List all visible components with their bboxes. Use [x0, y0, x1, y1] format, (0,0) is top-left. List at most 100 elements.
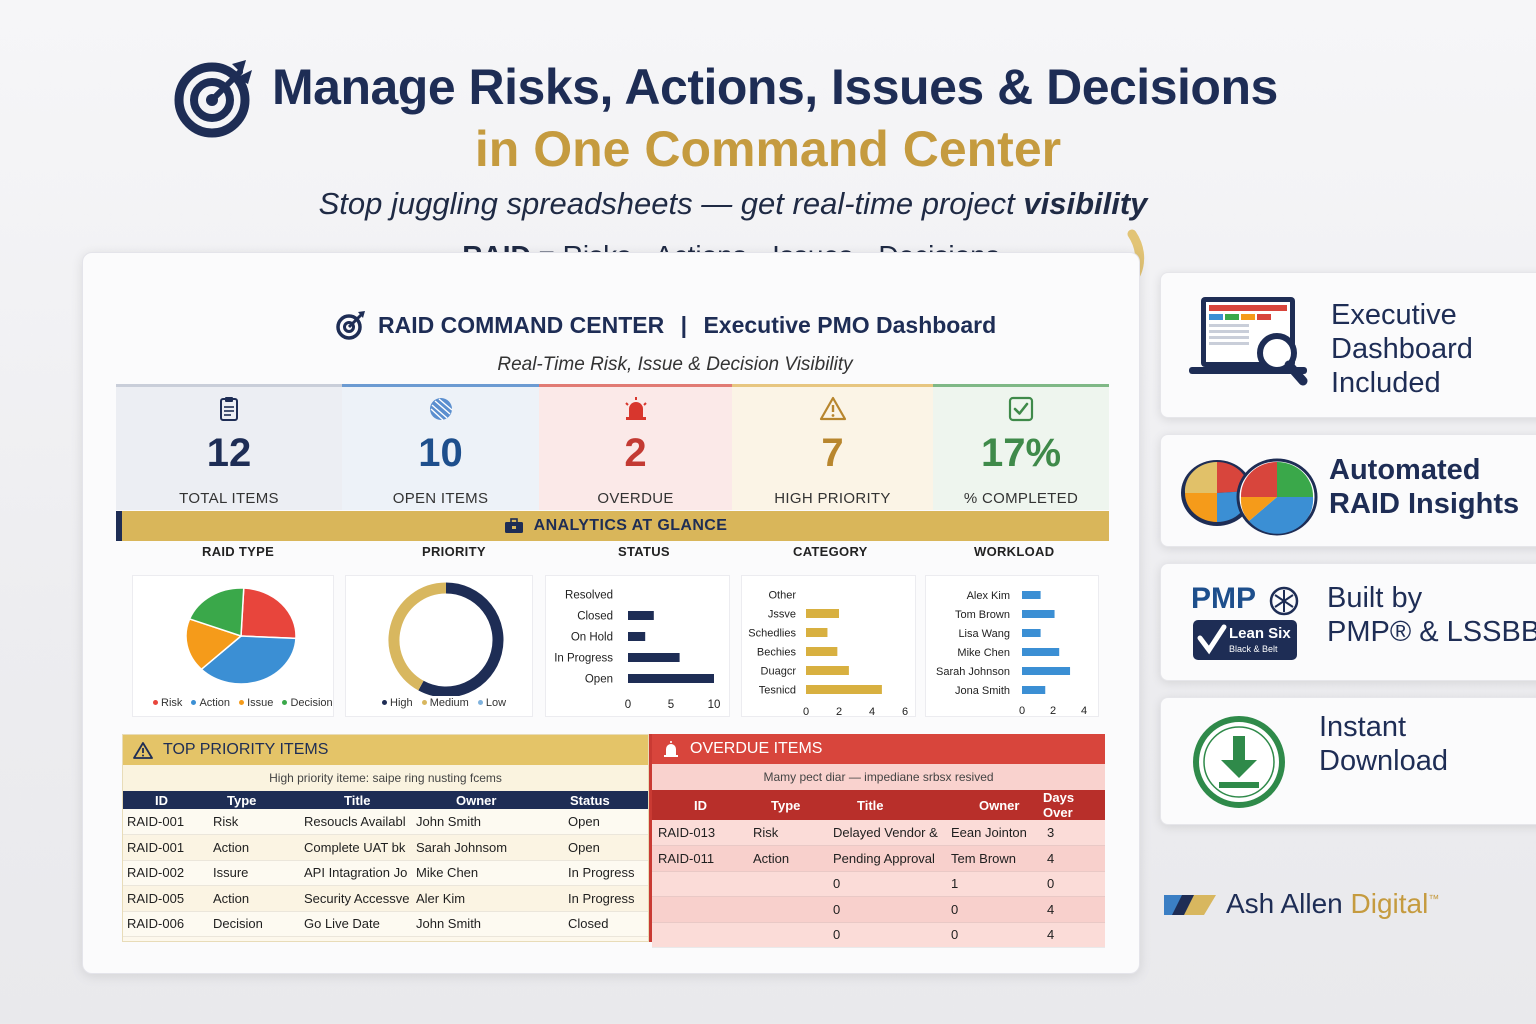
axis-tick-label: 4	[1081, 705, 1087, 717]
bar-label: Other	[768, 590, 796, 602]
column-header[interactable]: Type	[227, 792, 257, 808]
chart-header-category: CATEGORY	[793, 544, 868, 559]
brand-trademark: ™	[1428, 893, 1440, 906]
column-header[interactable]: ID	[155, 792, 168, 808]
axis-tick-label: 4	[869, 706, 875, 718]
feature-line: RAID Insights	[1329, 488, 1520, 520]
feature-card-download[interactable]: Instant Download	[1160, 697, 1536, 825]
table-cell: In Progress	[568, 865, 635, 881]
bar[interactable]	[806, 628, 828, 637]
bar[interactable]	[1022, 648, 1060, 656]
bar[interactable]	[806, 609, 839, 618]
table-cell: 0	[833, 901, 841, 917]
feature-line: Dashboard	[1331, 333, 1473, 365]
axis-tick-label: 2	[1050, 705, 1056, 717]
column-header[interactable]: Type	[771, 797, 801, 813]
table-row[interactable]: RAID-001 Action Complete UAT bk Sarah Johns…	[123, 834, 648, 860]
table-cell	[747, 871, 833, 897]
status-chart: Resolved Closed On Hold In Progress Open 0 5 10	[545, 575, 730, 717]
bar[interactable]	[1022, 667, 1071, 675]
table-row[interactable]: RAID-006 Decision Go Live Date John Smith Cl…	[123, 911, 648, 937]
bar[interactable]	[1022, 629, 1041, 637]
bar[interactable]	[1022, 686, 1046, 694]
axis-tick-label: 0	[625, 699, 631, 711]
column-header[interactable]: Owner	[456, 792, 497, 808]
bar[interactable]	[1022, 591, 1041, 599]
axis-tick-label: 0	[803, 706, 809, 718]
chart-header-raid-type: RAID TYPE	[202, 544, 275, 559]
bar[interactable]	[806, 666, 849, 675]
bar-label: Resolved	[565, 590, 613, 602]
overdue-note: Mamy pect diar — impediane srbsx resived	[652, 764, 1105, 790]
column-header[interactable]: Owner	[979, 797, 1020, 813]
kpi-total-items: 12 TOTAL ITEMS	[116, 384, 342, 510]
table-cell: RAID-001	[127, 814, 185, 829]
table-row[interactable]: 0 0 4	[652, 896, 1105, 922]
table-cell: Decision	[213, 916, 263, 932]
table-cell: Mike Chen	[416, 865, 479, 881]
kpi-value: 10	[418, 431, 463, 475]
table-cell: 0	[833, 927, 841, 943]
bar[interactable]	[1022, 610, 1055, 618]
column-header[interactable]: ID	[694, 797, 707, 813]
column-header[interactable]: Title	[344, 792, 371, 808]
dashboard-title: RAID COMMAND CENTER | Executive PMO Dash…	[334, 310, 996, 340]
legend-label: Low	[485, 697, 507, 709]
column-header[interactable]: Days Over	[1043, 790, 1075, 820]
pie-slice-decision[interactable]	[188, 587, 245, 638]
table-cell: John Smith	[416, 916, 482, 932]
bar[interactable]	[806, 685, 882, 694]
table-row[interactable]: RAID-013 Risk Delayed Vendor & Eean Jointon…	[652, 820, 1105, 846]
top-priority-header: TOP PRIORITY ITEMS	[123, 735, 648, 765]
dashboard-subtitle: Real-Time Risk, Issue & Decision Visibil…	[497, 354, 853, 375]
table-cell: 0	[1047, 876, 1055, 892]
pie-slice-action[interactable]	[200, 635, 297, 685]
table-row[interactable]: RAID-001 Risk Resoucls Availabl John Smith O…	[123, 809, 648, 835]
pie-slice-risk[interactable]	[240, 587, 297, 640]
table-cell: 3	[1047, 825, 1055, 840]
bar[interactable]	[628, 632, 646, 641]
axis-tick-label: 0	[1019, 705, 1025, 717]
table-row[interactable]: 0 0 4	[652, 922, 1105, 948]
table-cell: Security Accessve	[304, 890, 410, 906]
donut-segment-medium[interactable]	[388, 582, 447, 691]
hero-title: Manage Risks, Actions, Issues & Decision…	[272, 59, 1278, 115]
priority-chart: High Medium Low	[345, 575, 533, 717]
bar-label: Sarah Johnson	[936, 666, 1010, 678]
bar-label: In Progress	[554, 653, 613, 665]
raid-type-chart: Risk Action Issue Decision	[132, 575, 334, 717]
globe-icon	[429, 398, 452, 421]
table-row[interactable]: RAID-002 Issure API Intagration Jo Mike Che…	[123, 860, 648, 886]
column-header[interactable]: Status	[570, 792, 610, 808]
bar[interactable]	[628, 653, 680, 662]
kpi-value: 2	[624, 431, 647, 475]
bar[interactable]	[628, 674, 714, 683]
legend-label: Risk	[161, 697, 183, 709]
pmp-lean-six-badge-icon: PMP Lean Six Black & Belt	[1189, 582, 1299, 662]
donut-segment-high[interactable]	[418, 582, 504, 698]
feature-line: Download	[1319, 745, 1448, 777]
bar[interactable]	[806, 647, 838, 656]
table-row[interactable]: RAID-005 Action Security Accessve Aler Kim I…	[123, 885, 648, 911]
legend-label: Action	[199, 697, 231, 709]
chart-header-status: STATUS	[618, 544, 670, 559]
warning-icon	[133, 742, 153, 759]
bar-label: Duagcr	[761, 666, 797, 678]
lean-six-text: Lean Six	[1229, 625, 1291, 642]
brand-logo: Ash Allen Digital™	[1164, 888, 1439, 920]
kpi-high-priority: 7 HIGH PRIORITY	[732, 384, 933, 510]
feature-line: Instant	[1319, 711, 1407, 743]
kpi-open-items: 10 OPEN ITEMS	[342, 384, 539, 510]
legend-dot	[382, 700, 387, 706]
feature-text: Executive Dashboard Included	[1331, 298, 1473, 400]
table-row[interactable]: RAID-011 Action Pending Approval Tem Brown 4	[652, 845, 1105, 871]
feature-card-certified: PMP Lean Six Black & Belt Built by PMP® …	[1160, 563, 1536, 681]
raid-type-pie	[185, 587, 297, 685]
download-icon[interactable]	[1191, 712, 1287, 812]
bar-label: Lisa Wang	[958, 628, 1010, 640]
kpi-value: 7	[821, 431, 844, 475]
column-header[interactable]: Title	[857, 797, 884, 813]
table-row[interactable]: 0 1 0	[652, 871, 1105, 897]
bar[interactable]	[628, 611, 654, 620]
table-cell	[652, 922, 747, 948]
